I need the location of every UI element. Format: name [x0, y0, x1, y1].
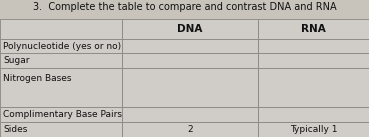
Bar: [122, 39, 258, 53]
Bar: [258, 39, 369, 53]
Bar: [258, 53, 369, 68]
Bar: [258, 122, 369, 137]
Text: Sides: Sides: [3, 125, 27, 134]
Bar: [258, 19, 369, 39]
Bar: [258, 107, 369, 122]
Text: Typically 1: Typically 1: [290, 125, 337, 134]
Bar: [258, 68, 369, 107]
Text: Polynucleotide (yes or no): Polynucleotide (yes or no): [3, 42, 121, 51]
Bar: [0, 39, 122, 53]
Text: Sugar: Sugar: [3, 56, 30, 65]
Bar: [122, 19, 258, 39]
Bar: [122, 122, 258, 137]
Text: 3.  Complete the table to compare and contrast DNA and RNA: 3. Complete the table to compare and con…: [33, 2, 336, 12]
Text: RNA: RNA: [301, 24, 326, 34]
Text: Complimentary Base Pairs: Complimentary Base Pairs: [3, 110, 122, 119]
Bar: [0, 53, 122, 68]
Bar: [122, 68, 258, 107]
Bar: [122, 53, 258, 68]
Bar: [0, 68, 122, 107]
Bar: [0, 107, 122, 122]
Bar: [0, 122, 122, 137]
Text: DNA: DNA: [177, 24, 203, 34]
Text: 2: 2: [187, 125, 193, 134]
Text: Nitrogen Bases: Nitrogen Bases: [3, 74, 72, 83]
Bar: [0, 19, 122, 39]
Bar: [122, 107, 258, 122]
